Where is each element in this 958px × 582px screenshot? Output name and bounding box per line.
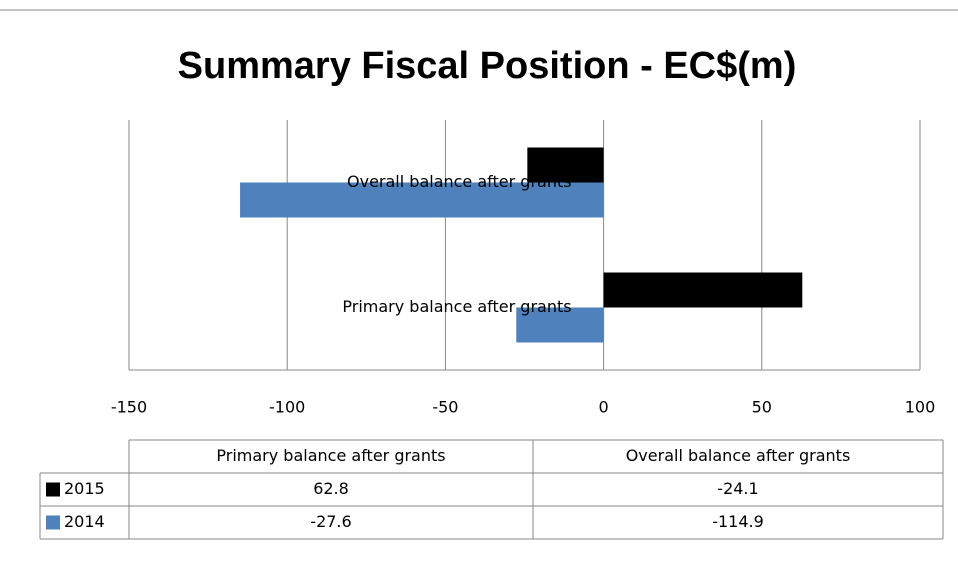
table-value: -114.9 (712, 512, 764, 531)
table-value: -27.6 (310, 512, 351, 531)
bar (240, 182, 604, 218)
chart-title: Summary Fiscal Position - EC$(m) (178, 45, 797, 87)
x-tick-label: 50 (752, 398, 772, 417)
x-tick-label: -150 (111, 398, 147, 417)
legend-label: 2014 (64, 512, 105, 531)
x-tick-label: -100 (269, 398, 305, 417)
table-value: -24.1 (717, 479, 758, 498)
x-tick-label: 0 (599, 398, 609, 417)
legend-key (46, 515, 60, 530)
category-label: Overall balance after grants (347, 172, 572, 191)
legend-label: 2015 (64, 479, 105, 498)
bar (516, 307, 604, 343)
legend-key (46, 482, 60, 497)
bar (527, 147, 604, 183)
x-tick-label: 100 (905, 398, 936, 417)
x-tick-label: -50 (432, 398, 458, 417)
table-value: 62.8 (313, 479, 349, 498)
table-header: Overall balance after grants (626, 446, 851, 465)
bar (603, 272, 803, 308)
category-label: Primary balance after grants (342, 297, 571, 316)
table-header: Primary balance after grants (216, 446, 445, 465)
